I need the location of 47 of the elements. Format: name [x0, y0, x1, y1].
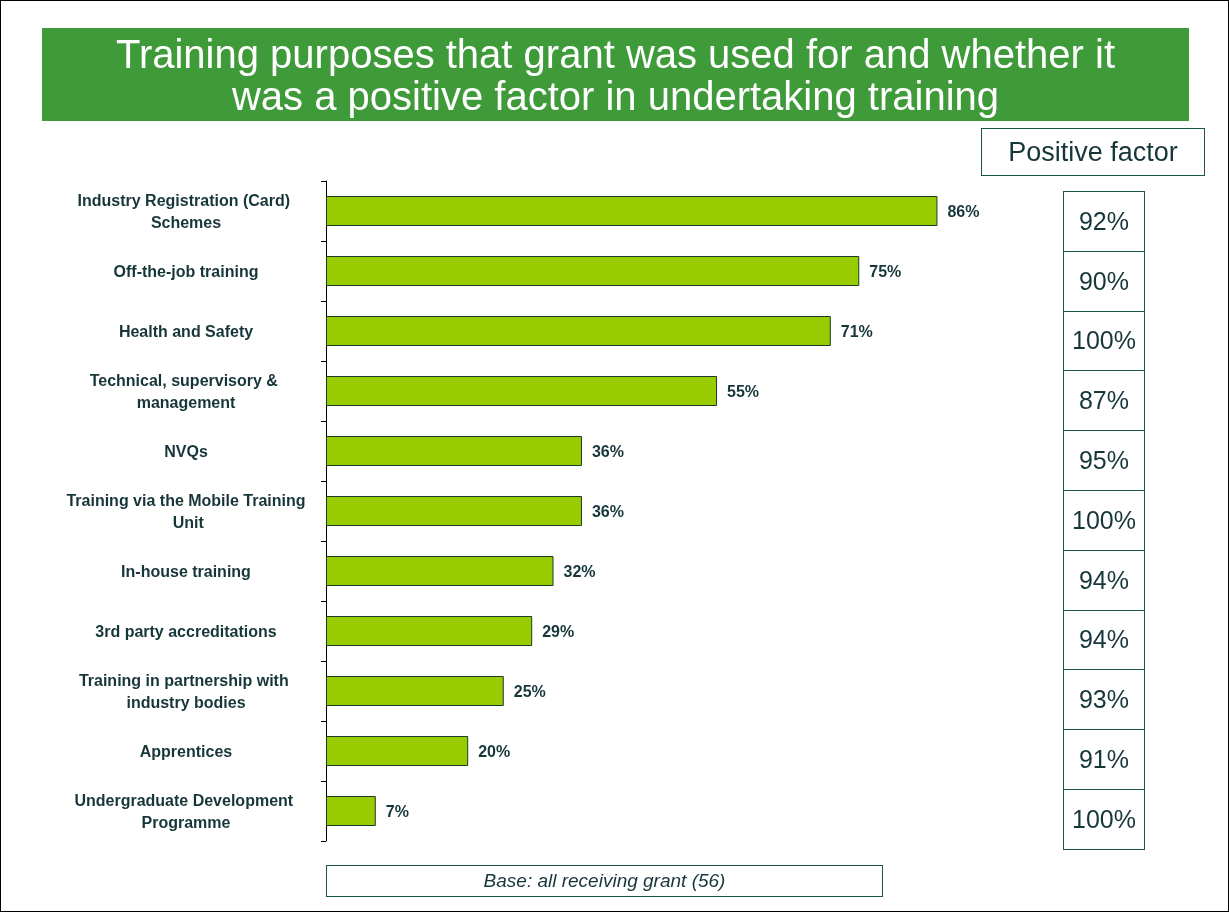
text: 94% [1063, 549, 1145, 611]
bar [326, 376, 718, 406]
data-label: 71% [840, 322, 873, 340]
bar [326, 496, 582, 526]
y-tick-label: Undergraduate Development Programme [74, 791, 298, 831]
y-tick-label: Industry Registration (Card) Schemes [77, 191, 295, 231]
y-tick-label: 3rd party accreditations [95, 622, 277, 640]
bar [326, 676, 504, 706]
y-tick-label: Training via the Mobile Training Unit [66, 491, 306, 531]
text: 94% [1063, 609, 1145, 671]
chart-title: Training purposes that grant was used for and whether it was a positive factor in undertaking training [42, 28, 1189, 121]
y-tick-label: In-house training [121, 562, 251, 580]
data-label: 7% [385, 802, 409, 820]
text: 91% [1063, 729, 1145, 790]
text: 87% [1063, 370, 1145, 432]
bar [326, 436, 582, 466]
data-label: 55% [727, 382, 760, 400]
data-label: 75% [869, 262, 902, 280]
bar [326, 796, 376, 826]
bar [326, 196, 938, 226]
y-tick-label: Off-the-job training [113, 262, 259, 280]
bar [326, 316, 831, 346]
text: 92% [1063, 191, 1145, 252]
data-label: 32% [563, 562, 596, 580]
text: 95% [1063, 430, 1145, 491]
bar [326, 616, 533, 646]
data-label: 20% [478, 742, 511, 760]
bar [326, 556, 554, 586]
text: 93% [1063, 669, 1145, 731]
text: Base: all receiving grant (56) [326, 865, 883, 897]
data-label: 36% [591, 502, 624, 520]
text: 100% [1063, 490, 1145, 551]
bar [326, 256, 860, 286]
data-label: 29% [542, 622, 575, 640]
y-tick-label: Training in partnership with industry bodies [78, 671, 294, 711]
y-tick-label: Apprentices [139, 742, 233, 760]
data-label: 36% [591, 442, 624, 460]
y-tick-label: NVQs [164, 442, 208, 460]
data-label: 25% [513, 682, 546, 700]
data-label: 86% [947, 202, 980, 220]
y-tick-label: Health and Safety [118, 322, 254, 340]
text: 100% [1063, 310, 1145, 372]
text: 100% [1063, 789, 1145, 850]
text: Positive factor [981, 128, 1205, 176]
y-tick-label: Technical, supervisory & management [89, 371, 283, 411]
text: 90% [1063, 250, 1145, 312]
bar [326, 736, 469, 766]
